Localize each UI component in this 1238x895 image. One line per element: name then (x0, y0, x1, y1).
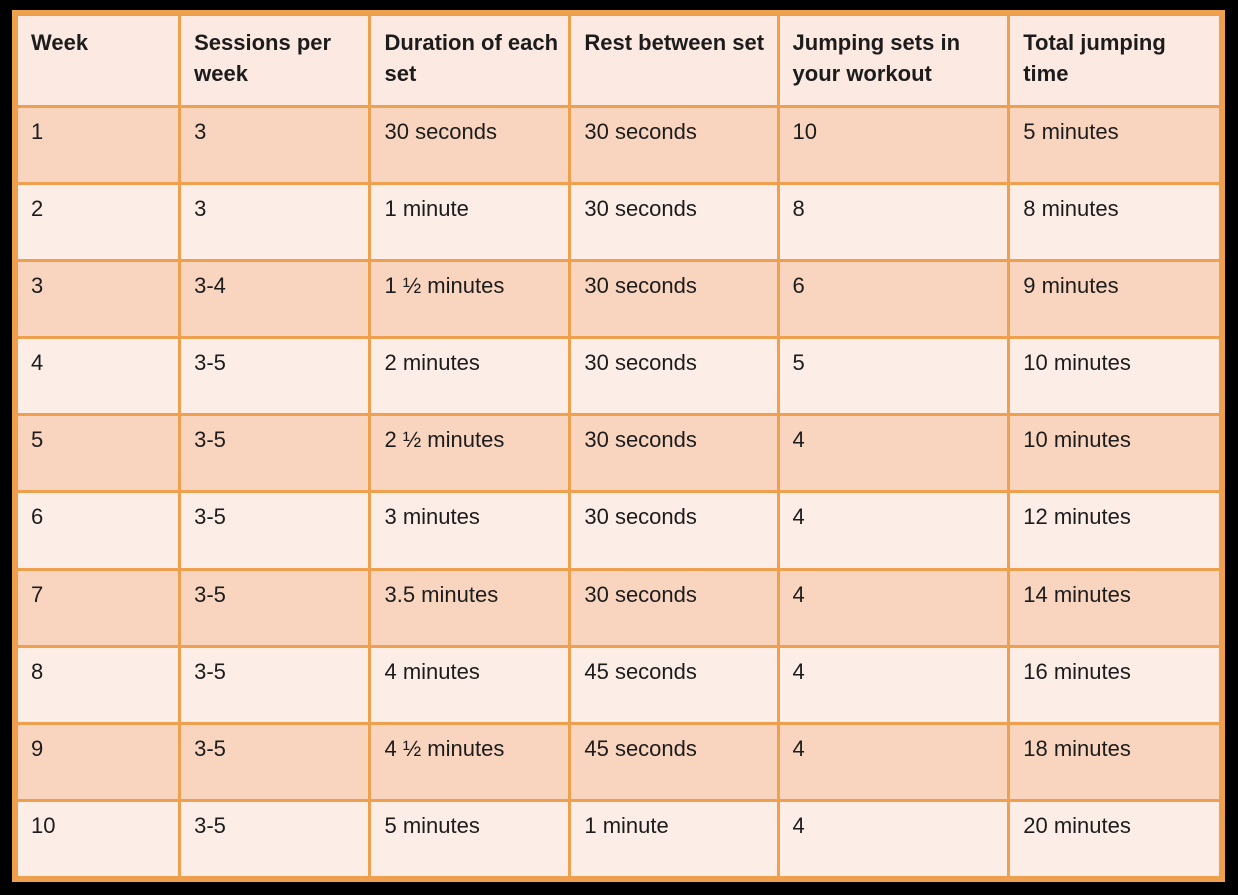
cell-rest: 30 seconds (571, 185, 777, 260)
table-row: 3 3-4 1 ½ minutes 30 seconds 6 9 minutes (18, 262, 1219, 337)
cell-duration: 30 seconds (371, 108, 569, 183)
cell-sessions: 3-5 (181, 493, 369, 568)
table-row: 5 3-5 2 ½ minutes 30 seconds 4 10 minute… (18, 416, 1219, 491)
cell-sessions: 3-5 (181, 724, 369, 799)
cell-jumping-sets: 10 (779, 108, 1008, 183)
cell-sessions: 3 (181, 185, 369, 260)
cell-total-time: 10 minutes (1010, 416, 1219, 491)
cell-jumping-sets: 4 (779, 570, 1008, 645)
cell-rest: 30 seconds (571, 339, 777, 414)
cell-week: 10 (18, 801, 179, 876)
cell-jumping-sets: 4 (779, 493, 1008, 568)
column-header-total-jumping-time: Total jumping time (1010, 16, 1219, 105)
cell-total-time: 8 minutes (1010, 185, 1219, 260)
cell-jumping-sets: 8 (779, 185, 1008, 260)
table-row: 7 3-5 3.5 minutes 30 seconds 4 14 minute… (18, 570, 1219, 645)
header-row: Week Sessions per week Duration of each … (18, 16, 1219, 105)
cell-rest: 1 minute (571, 801, 777, 876)
cell-rest: 30 seconds (571, 262, 777, 337)
jumping-schedule-table-wrap: Week Sessions per week Duration of each … (12, 10, 1225, 882)
cell-jumping-sets: 4 (779, 416, 1008, 491)
column-header-rest-between-set: Rest between set (571, 16, 777, 105)
cell-rest: 30 seconds (571, 493, 777, 568)
cell-sessions: 3-5 (181, 416, 369, 491)
table-row: 6 3-5 3 minutes 30 seconds 4 12 minutes (18, 493, 1219, 568)
cell-total-time: 16 minutes (1010, 647, 1219, 722)
cell-total-time: 14 minutes (1010, 570, 1219, 645)
cell-duration: 3 minutes (371, 493, 569, 568)
cell-sessions: 3-5 (181, 801, 369, 876)
cell-sessions: 3-5 (181, 339, 369, 414)
cell-week: 8 (18, 647, 179, 722)
table-row: 8 3-5 4 minutes 45 seconds 4 16 minutes (18, 647, 1219, 722)
cell-week: 6 (18, 493, 179, 568)
cell-sessions: 3-5 (181, 570, 369, 645)
cell-week: 4 (18, 339, 179, 414)
table-row: 9 3-5 4 ½ minutes 45 seconds 4 18 minute… (18, 724, 1219, 799)
cell-total-time: 10 minutes (1010, 339, 1219, 414)
cell-jumping-sets: 6 (779, 262, 1008, 337)
cell-jumping-sets: 4 (779, 724, 1008, 799)
cell-week: 2 (18, 185, 179, 260)
cell-duration: 5 minutes (371, 801, 569, 876)
cell-jumping-sets: 4 (779, 647, 1008, 722)
cell-rest: 30 seconds (571, 108, 777, 183)
cell-duration: 1 ½ minutes (371, 262, 569, 337)
cell-week: 1 (18, 108, 179, 183)
table-body: 1 3 30 seconds 30 seconds 10 5 minutes 2… (18, 108, 1219, 876)
cell-total-time: 12 minutes (1010, 493, 1219, 568)
column-header-week: Week (18, 16, 179, 105)
table-row: 4 3-5 2 minutes 30 seconds 5 10 minutes (18, 339, 1219, 414)
cell-week: 3 (18, 262, 179, 337)
column-header-duration-of-each-set: Duration of each set (371, 16, 569, 105)
cell-total-time: 9 minutes (1010, 262, 1219, 337)
table-row: 1 3 30 seconds 30 seconds 10 5 minutes (18, 108, 1219, 183)
cell-week: 7 (18, 570, 179, 645)
cell-rest: 45 seconds (571, 647, 777, 722)
cell-duration: 4 minutes (371, 647, 569, 722)
cell-total-time: 5 minutes (1010, 108, 1219, 183)
cell-total-time: 20 minutes (1010, 801, 1219, 876)
cell-total-time: 18 minutes (1010, 724, 1219, 799)
column-header-jumping-sets: Jumping sets in your workout (779, 16, 1008, 105)
table-row: 2 3 1 minute 30 seconds 8 8 minutes (18, 185, 1219, 260)
cell-duration: 2 minutes (371, 339, 569, 414)
column-header-sessions-per-week: Sessions per week (181, 16, 369, 105)
cell-jumping-sets: 4 (779, 801, 1008, 876)
cell-week: 5 (18, 416, 179, 491)
cell-duration: 1 minute (371, 185, 569, 260)
table-header: Week Sessions per week Duration of each … (18, 16, 1219, 105)
cell-duration: 3.5 minutes (371, 570, 569, 645)
cell-sessions: 3-4 (181, 262, 369, 337)
cell-rest: 30 seconds (571, 416, 777, 491)
cell-rest: 45 seconds (571, 724, 777, 799)
cell-duration: 2 ½ minutes (371, 416, 569, 491)
cell-week: 9 (18, 724, 179, 799)
jumping-schedule-table: Week Sessions per week Duration of each … (12, 10, 1225, 882)
cell-duration: 4 ½ minutes (371, 724, 569, 799)
cell-rest: 30 seconds (571, 570, 777, 645)
cell-sessions: 3-5 (181, 647, 369, 722)
cell-jumping-sets: 5 (779, 339, 1008, 414)
cell-sessions: 3 (181, 108, 369, 183)
table-row: 10 3-5 5 minutes 1 minute 4 20 minutes (18, 801, 1219, 876)
